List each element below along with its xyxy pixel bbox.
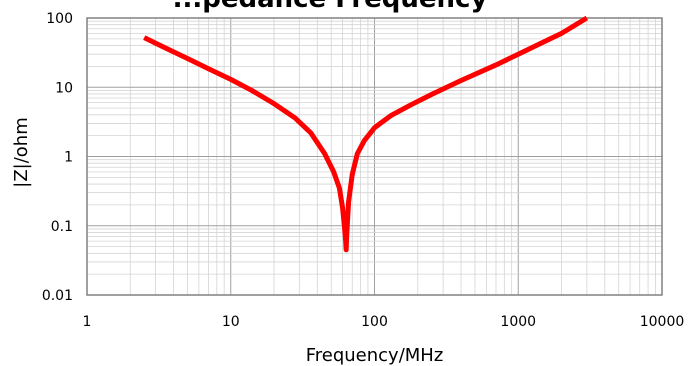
y-tick-label: 0.1 — [51, 219, 73, 235]
y-tick-label: 0.01 — [42, 288, 73, 304]
grid — [86, 18, 662, 296]
plot-frame — [86, 17, 663, 296]
y-tick-labels: 0.01 0.1 1 10 100 — [42, 11, 73, 304]
y-axis-label: |Z|/ohm — [11, 117, 32, 187]
y-tick-label: 100 — [46, 11, 73, 27]
y-tick-label: 1 — [64, 150, 73, 166]
x-tick-label: 100 — [361, 314, 388, 330]
x-axis-label: Frequency/MHz — [306, 345, 444, 366]
x-tick-labels: 1 10 100 1000 10000 — [83, 314, 685, 330]
x-tick-label: 10 — [222, 314, 240, 330]
x-tick-label: 1000 — [500, 314, 536, 330]
x-tick-label: 10000 — [640, 314, 685, 330]
y-tick-label: 10 — [55, 80, 73, 96]
chart-title: ...pedance Frequency — [173, 0, 488, 14]
impedance-curve — [143, 15, 589, 253]
series-group — [143, 15, 589, 253]
x-tick-label: 1 — [83, 314, 92, 330]
